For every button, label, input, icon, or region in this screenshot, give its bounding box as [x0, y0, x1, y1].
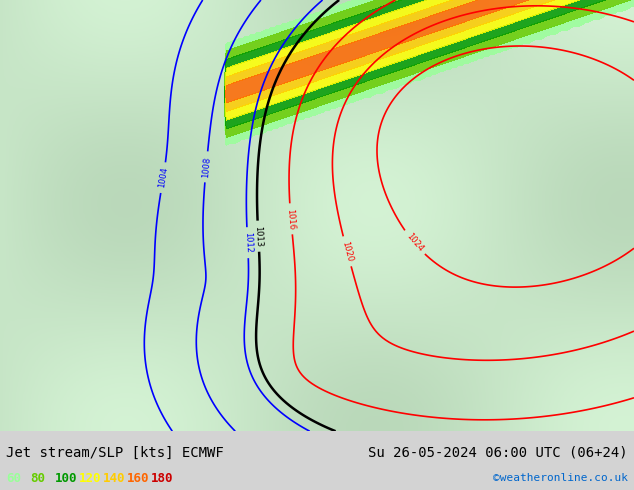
Text: 1008: 1008	[201, 156, 212, 178]
Text: 100: 100	[55, 472, 77, 485]
Text: 1024: 1024	[404, 232, 425, 254]
Text: 120: 120	[79, 472, 101, 485]
Text: 80: 80	[30, 472, 46, 485]
Text: 1016: 1016	[285, 208, 296, 230]
Text: 1004: 1004	[157, 167, 169, 189]
Text: 1020: 1020	[340, 240, 354, 263]
Text: 60: 60	[6, 472, 22, 485]
Text: 1012: 1012	[243, 232, 252, 253]
Text: 160: 160	[127, 472, 149, 485]
Text: ©weatheronline.co.uk: ©weatheronline.co.uk	[493, 473, 628, 483]
Text: Su 26-05-2024 06:00 UTC (06+24): Su 26-05-2024 06:00 UTC (06+24)	[368, 446, 628, 460]
Text: 140: 140	[103, 472, 125, 485]
Text: Jet stream/SLP [kts] ECMWF: Jet stream/SLP [kts] ECMWF	[6, 446, 224, 460]
Text: 1013: 1013	[254, 225, 263, 247]
Text: 180: 180	[151, 472, 173, 485]
